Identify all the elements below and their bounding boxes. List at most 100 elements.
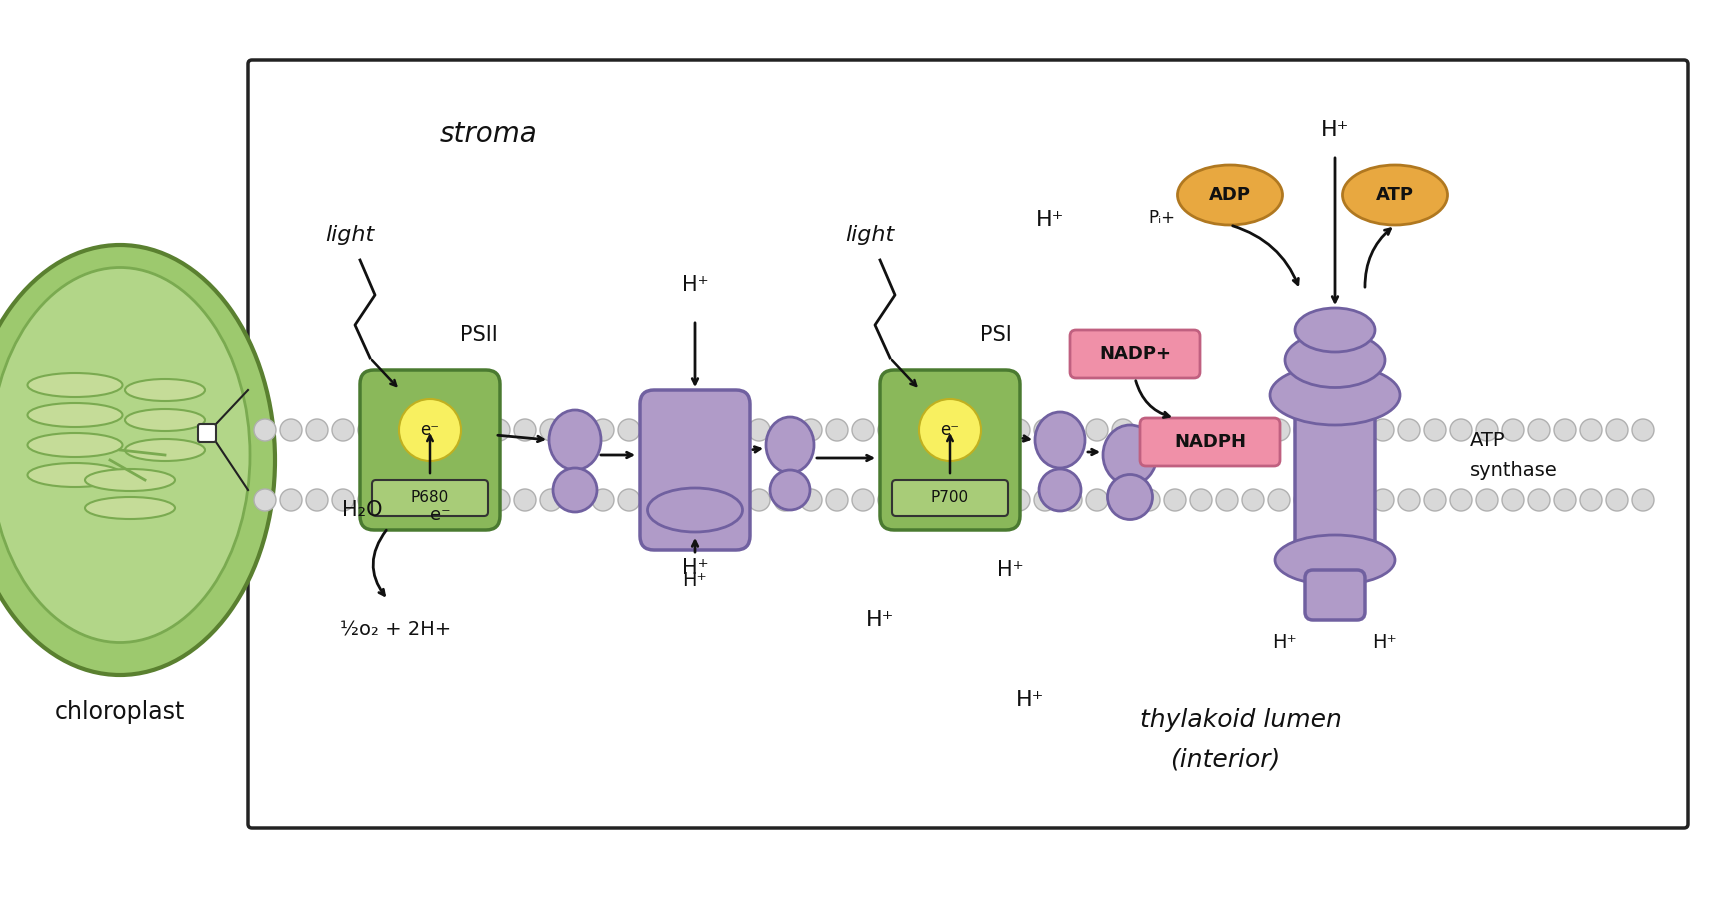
Text: ½o₂ + 2H+: ½o₂ + 2H+ <box>339 620 451 639</box>
Circle shape <box>773 489 796 511</box>
Circle shape <box>461 419 484 441</box>
Ellipse shape <box>126 409 205 431</box>
FancyBboxPatch shape <box>1295 400 1374 555</box>
Circle shape <box>332 489 355 511</box>
Circle shape <box>722 419 744 441</box>
Ellipse shape <box>553 468 598 512</box>
Circle shape <box>801 419 821 441</box>
Circle shape <box>644 489 666 511</box>
Circle shape <box>904 419 926 441</box>
FancyBboxPatch shape <box>248 60 1688 828</box>
Ellipse shape <box>1295 308 1374 352</box>
Circle shape <box>1007 489 1030 511</box>
Circle shape <box>1450 419 1472 441</box>
Circle shape <box>1347 489 1367 511</box>
Ellipse shape <box>1271 365 1400 425</box>
Circle shape <box>307 419 327 441</box>
Circle shape <box>281 419 301 441</box>
Circle shape <box>696 489 718 511</box>
Circle shape <box>332 419 355 441</box>
Circle shape <box>1242 419 1264 441</box>
Circle shape <box>1112 489 1135 511</box>
Text: e⁻: e⁻ <box>420 421 439 439</box>
Circle shape <box>255 419 276 441</box>
Circle shape <box>696 419 718 441</box>
Circle shape <box>307 489 327 511</box>
Circle shape <box>1632 489 1655 511</box>
FancyBboxPatch shape <box>1305 570 1366 620</box>
FancyBboxPatch shape <box>880 370 1019 530</box>
Circle shape <box>1607 489 1627 511</box>
Circle shape <box>722 489 744 511</box>
Circle shape <box>747 489 770 511</box>
Circle shape <box>436 419 458 441</box>
Text: NADP+: NADP+ <box>1099 345 1171 363</box>
Circle shape <box>852 419 875 441</box>
Circle shape <box>1398 419 1421 441</box>
Circle shape <box>541 489 561 511</box>
Circle shape <box>1061 419 1081 441</box>
FancyBboxPatch shape <box>1069 330 1200 378</box>
Circle shape <box>1033 489 1056 511</box>
Circle shape <box>1476 419 1498 441</box>
Ellipse shape <box>1104 425 1157 485</box>
Text: light: light <box>325 225 374 245</box>
Circle shape <box>567 489 587 511</box>
Text: PSII: PSII <box>460 325 498 345</box>
Circle shape <box>827 419 847 441</box>
Circle shape <box>670 489 692 511</box>
Circle shape <box>410 419 432 441</box>
Text: ATP: ATP <box>1471 430 1505 449</box>
Ellipse shape <box>1178 165 1283 225</box>
Circle shape <box>956 489 978 511</box>
Circle shape <box>592 419 615 441</box>
Circle shape <box>956 419 978 441</box>
Circle shape <box>1033 419 1056 441</box>
Circle shape <box>618 419 641 441</box>
Ellipse shape <box>126 439 205 461</box>
Circle shape <box>281 489 301 511</box>
Circle shape <box>1138 489 1161 511</box>
Circle shape <box>1527 419 1550 441</box>
Circle shape <box>1087 489 1107 511</box>
Text: H₂O: H₂O <box>343 500 382 520</box>
Text: stroma: stroma <box>441 120 537 148</box>
Circle shape <box>1138 419 1161 441</box>
Circle shape <box>1164 419 1186 441</box>
Ellipse shape <box>1274 535 1395 585</box>
Circle shape <box>1061 489 1081 511</box>
Circle shape <box>1553 419 1576 441</box>
FancyBboxPatch shape <box>1140 418 1279 466</box>
Circle shape <box>930 489 952 511</box>
Text: chloroplast: chloroplast <box>55 700 186 724</box>
Circle shape <box>1190 489 1212 511</box>
FancyBboxPatch shape <box>372 480 487 516</box>
Text: ADP: ADP <box>1209 186 1250 204</box>
Circle shape <box>513 419 536 441</box>
Circle shape <box>852 489 875 511</box>
Text: thylakoid lumen: thylakoid lumen <box>1140 708 1341 732</box>
Ellipse shape <box>28 433 122 457</box>
Circle shape <box>878 419 901 441</box>
Circle shape <box>487 419 510 441</box>
Circle shape <box>930 419 952 441</box>
Text: NADPH: NADPH <box>1174 433 1247 451</box>
Text: H⁺: H⁺ <box>1037 210 1064 230</box>
Text: e⁻: e⁻ <box>430 506 451 524</box>
Ellipse shape <box>126 379 205 401</box>
Text: Pᵢ+: Pᵢ+ <box>1149 209 1174 227</box>
Ellipse shape <box>0 268 250 643</box>
Ellipse shape <box>400 399 461 461</box>
Circle shape <box>1087 419 1107 441</box>
Circle shape <box>567 419 587 441</box>
Circle shape <box>1216 419 1238 441</box>
Circle shape <box>1632 419 1655 441</box>
Circle shape <box>1007 419 1030 441</box>
Ellipse shape <box>920 399 982 461</box>
Circle shape <box>1267 419 1290 441</box>
Text: H⁺: H⁺ <box>1273 633 1297 652</box>
Ellipse shape <box>647 488 742 532</box>
Circle shape <box>487 489 510 511</box>
Circle shape <box>1216 489 1238 511</box>
Ellipse shape <box>766 417 815 473</box>
